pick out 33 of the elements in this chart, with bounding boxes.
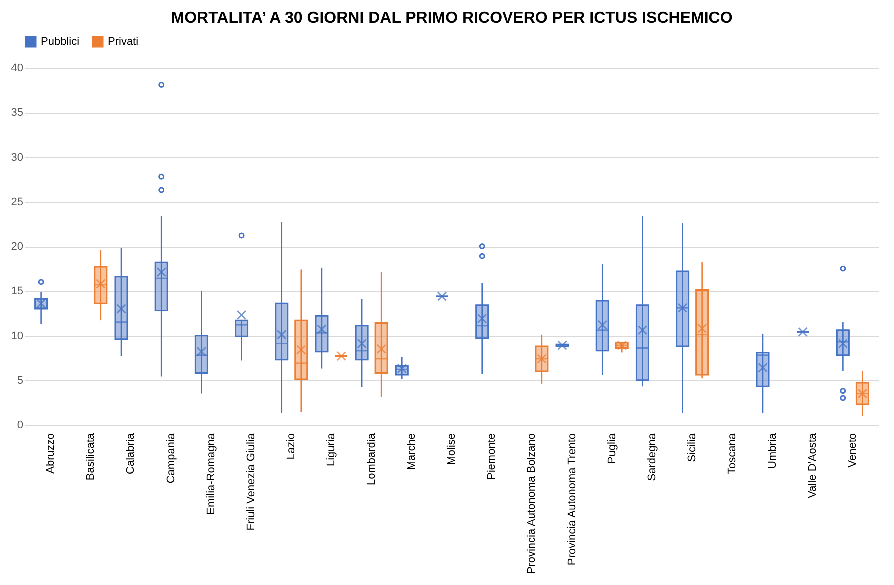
x-tick-label: Toscana	[726, 432, 739, 474]
x-tick-label: Sicilia	[686, 432, 699, 462]
y-tick-label: 40	[11, 62, 24, 74]
y-tick-label: 25	[11, 196, 24, 208]
x-tick-label: Valle D'Aosta	[806, 432, 819, 498]
y-tick-label: 15	[11, 286, 24, 298]
x-tick-label: Umbria	[766, 432, 779, 469]
y-tick-label: 30	[11, 152, 24, 164]
x-tick-label: Puglia	[606, 432, 618, 464]
x-tick-label: Basilicata	[85, 432, 98, 481]
legend-label: Privati	[108, 36, 139, 48]
legend-label: Pubblici	[41, 36, 80, 48]
x-tick-label: Calabria	[125, 432, 138, 474]
x-tick-label: Friuli Venezia Giulia	[246, 432, 258, 531]
x-tick-label: Emilia-Romagna	[205, 432, 218, 515]
y-tick-label: 5	[17, 374, 24, 387]
y-tick-label: 20	[11, 241, 24, 253]
x-tick-label: Lombardia	[366, 432, 378, 486]
y-tick-label: 10	[11, 330, 24, 342]
x-tick-label: Molise	[446, 434, 458, 466]
x-tick-label: Provincia Autonoma Trento	[566, 434, 578, 566]
x-tick-label: Provincia Autonoma Bolzano	[526, 434, 538, 574]
x-tick-label: Lazio	[286, 434, 298, 460]
x-tick-label: Abruzzo	[45, 434, 58, 474]
x-tick-label: Piemonte	[486, 434, 498, 480]
x-tick-label: Marche	[406, 434, 418, 470]
x-tick-label: Campania	[165, 432, 178, 484]
y-tick-label: 35	[11, 107, 24, 120]
x-tick-label: Sardegna	[646, 432, 658, 482]
y-tick-label: 0	[17, 420, 24, 432]
x-tick-label: Veneto	[846, 434, 859, 468]
chart-title: MORTALITA’ A 30 GIORNI DAL PRIMO RICOVERO PER ICTUS ISCHEMICO	[171, 10, 733, 27]
x-tick-label: Liguria	[326, 432, 338, 467]
